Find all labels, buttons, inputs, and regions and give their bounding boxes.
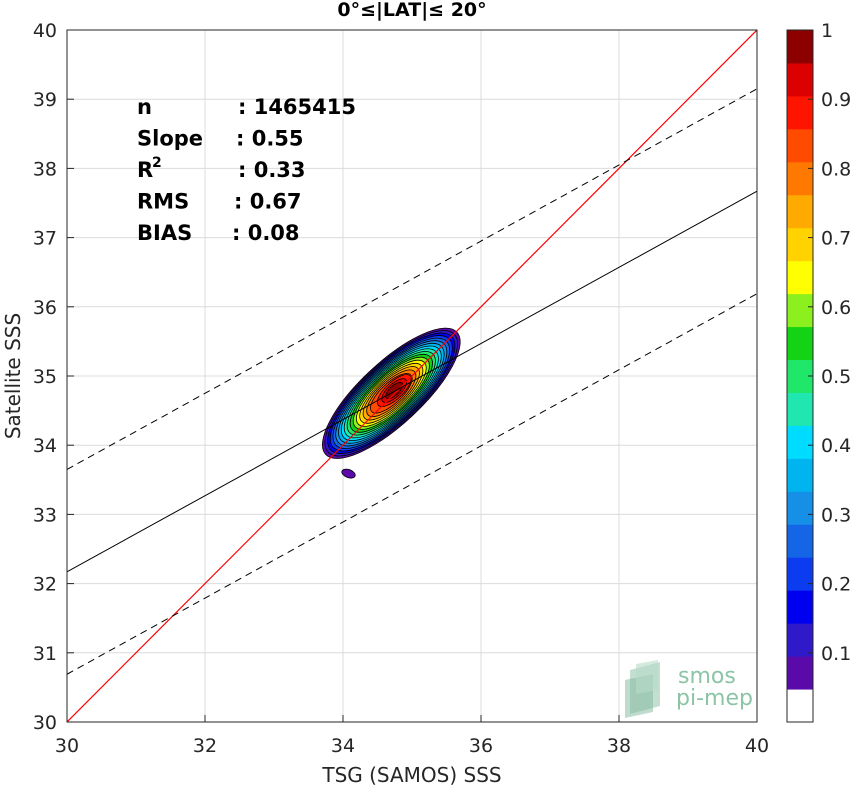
colorbar-tick-label: 1 (821, 20, 833, 42)
x-axis-label: TSG (SAMOS) SSS (321, 763, 501, 787)
y-tick-label: 40 (33, 20, 57, 42)
x-tick-label: 36 (469, 735, 493, 757)
colorbar-segment (787, 458, 813, 492)
colorbar-segment (787, 30, 813, 64)
stat-key: BIAS (137, 221, 192, 245)
y-tick-label: 31 (33, 643, 57, 665)
colorbar-segment (787, 326, 813, 361)
colorbar-segment (787, 260, 813, 295)
colorbar-segment (787, 161, 813, 196)
colorbar-segment (787, 194, 813, 229)
stat-value: : 0.67 (234, 190, 302, 214)
y-tick-label: 34 (33, 435, 57, 457)
y-tick-label: 39 (33, 89, 57, 111)
stat-key: RMS (137, 190, 189, 214)
stat-value: : 0.33 (238, 158, 306, 182)
y-tick-label: 37 (33, 228, 57, 250)
colorbar-tick-label: 0.4 (821, 435, 851, 457)
y-axis: 30 31 32 33 34 35 36 37 38 39 40 (33, 20, 74, 734)
regression-line (67, 190, 757, 573)
x-tick-label: 40 (745, 735, 769, 757)
colorbar-tick-label: 0.3 (821, 504, 851, 526)
colorbar-segment (787, 62, 813, 97)
colorbar-segment (787, 623, 813, 657)
watermark-line1: smos (678, 664, 736, 689)
y-tick-label: 33 (33, 504, 57, 526)
colorbar-tick-label: 0.2 (821, 574, 851, 596)
stat-value: : 1465415 (238, 95, 356, 119)
colorbar-segment (787, 227, 813, 262)
contour-level (385, 382, 404, 400)
smos-pi-mep-logo: smos pi-mep (625, 660, 753, 718)
colorbar-tick-label: 0.8 (821, 158, 851, 180)
y-tick-label: 30 (33, 712, 57, 734)
colorbar-segment (787, 590, 813, 624)
colorbar-tick-label: 0.1 (821, 643, 851, 665)
x-tick-label: 34 (331, 735, 355, 757)
chart-title: 0°≤|LAT|≤ 20° (337, 0, 486, 21)
colorbar-tick-label: 0.5 (821, 366, 851, 388)
stat-value: : 0.55 (236, 127, 304, 151)
x-tick-label: 38 (607, 735, 631, 757)
x-tick-label: 30 (55, 735, 79, 757)
stat-value: : 0.08 (232, 221, 300, 245)
stat-key: Slope (137, 127, 203, 151)
stat-key: n (137, 95, 152, 119)
watermark-line2: pi-mep (676, 686, 753, 711)
colorbar-segment (787, 491, 813, 525)
stat-key-superscript: 2 (152, 155, 162, 171)
colorbar-segment (787, 425, 813, 459)
colorbar-segment (787, 689, 813, 723)
colorbar-segment (787, 128, 813, 163)
y-tick-label: 35 (33, 366, 57, 388)
y-axis-label: Satellite SSS (1, 313, 25, 439)
statistics-box: n : 1465415 Slope : 0.55 R2 : 0.33 RMS : 0.67 BI… (137, 95, 356, 245)
colorbar-tick-label: 0.9 (821, 89, 851, 111)
y-tick-label: 32 (33, 574, 57, 596)
colorbar-segment (787, 656, 813, 690)
y-tick-label: 36 (33, 297, 57, 319)
contour-blob (341, 468, 356, 479)
colorbar-segment (787, 557, 813, 591)
colorbar-segment (787, 392, 813, 426)
stat-key: R (137, 158, 153, 182)
colorbar-tick-label: 0.7 (821, 228, 851, 250)
colorbar: 0.1 0.2 0.3 0.4 0.5 0.6 0.7 0.8 0.9 1 (786, 20, 851, 723)
colorbar-tick-label: 0.6 (821, 297, 851, 319)
y-tick-label: 38 (33, 158, 57, 180)
colorbar-segment (787, 95, 813, 130)
colorbar-segment (787, 524, 813, 558)
reference-lines (67, 30, 757, 722)
x-tick-label: 32 (193, 735, 217, 757)
x-axis: 30 32 34 36 38 40 (55, 715, 769, 757)
colorbar-segment (787, 293, 813, 328)
identity-line (67, 30, 757, 722)
